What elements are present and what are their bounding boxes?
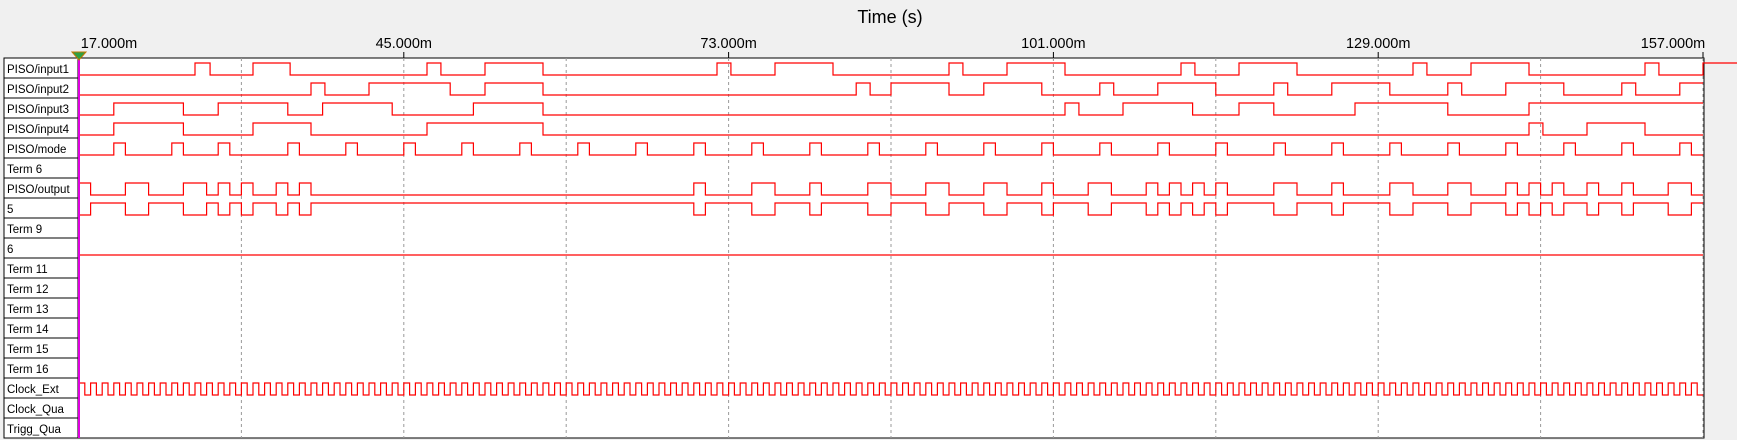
- signal-trace: [79, 62, 1737, 76]
- signal-label[interactable]: Term 16: [7, 364, 49, 376]
- signal-trace: [79, 122, 1703, 136]
- tick-label: 45.000m: [376, 36, 432, 52]
- signal-rows: PISO/input1 PISO/input2 PISO/input3 PISO/in…: [4, 64, 78, 436]
- signal-trace: [78, 382, 1703, 396]
- signal-trace: [79, 102, 1703, 116]
- signal-label[interactable]: PISO/input3: [7, 104, 69, 116]
- signal-label[interactable]: Clock_Qua: [7, 404, 64, 416]
- signal-trace: [79, 82, 1703, 96]
- axis-title: Time (s): [857, 7, 922, 27]
- signal-label[interactable]: Clock_Ext: [7, 384, 60, 396]
- tick-label: 73.000m: [700, 36, 756, 52]
- tick-label: 157.000m: [1641, 36, 1706, 52]
- signal-label[interactable]: Term 11: [7, 264, 48, 276]
- signal-label[interactable]: 5: [7, 204, 13, 216]
- signal-label[interactable]: PISO/input4: [7, 124, 70, 136]
- signal-label[interactable]: Term 6: [7, 164, 42, 176]
- signal-trace: [79, 142, 1703, 156]
- label-column: [3, 57, 79, 439]
- plot-area[interactable]: [78, 57, 1705, 439]
- signal-label[interactable]: PISO/input2: [7, 84, 69, 96]
- signal-label[interactable]: Trigg_Qua: [7, 424, 62, 436]
- signal-label[interactable]: Term 13: [7, 304, 49, 316]
- tick-labels: 17.000m 45.000m 73.000m 101.000m 129.000m 157…: [78, 36, 1706, 58]
- signal-label[interactable]: Term 15: [7, 344, 49, 356]
- signal-trace: [79, 202, 1703, 216]
- tick-label: 101.000m: [1021, 36, 1086, 52]
- signal-label[interactable]: Term 14: [7, 324, 49, 336]
- tick-label: 129.000m: [1346, 36, 1411, 52]
- tick-label: 17.000m: [81, 36, 137, 52]
- signal-label[interactable]: PISO/output: [7, 184, 70, 196]
- signal-trace: [79, 182, 1703, 196]
- signal-label[interactable]: PISO/input1: [7, 64, 69, 76]
- signal-label[interactable]: Term 9: [7, 224, 42, 236]
- waveforms: [78, 62, 1737, 396]
- cursor-marker-icon[interactable]: [70, 51, 88, 61]
- signal-label[interactable]: 6: [7, 244, 13, 256]
- signal-label[interactable]: PISO/mode: [7, 144, 66, 156]
- signal-label[interactable]: Term 12: [7, 284, 49, 296]
